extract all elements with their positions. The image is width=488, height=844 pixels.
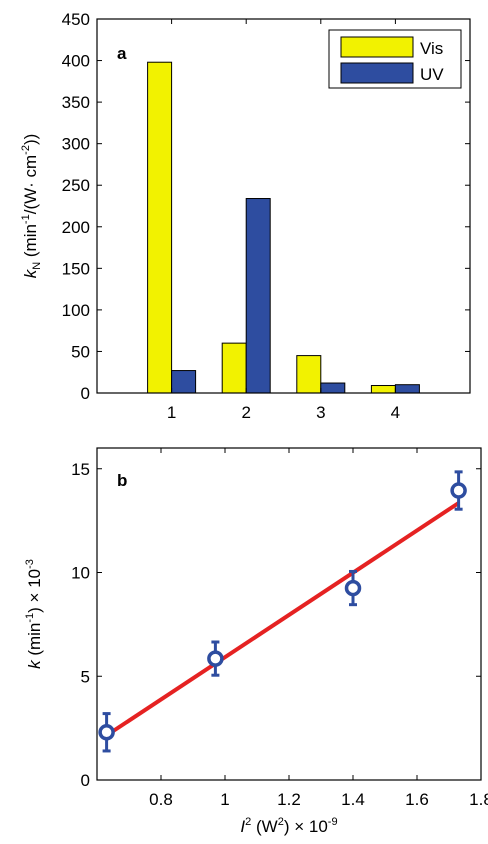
- y-tick-label: 450: [62, 10, 90, 29]
- bar-uv-4: [394, 384, 420, 394]
- y-tick-label: 200: [62, 218, 90, 237]
- x-tick-label: 0.8: [149, 790, 173, 809]
- bar-vis-2: [221, 342, 247, 394]
- y-tick-label: 400: [62, 52, 90, 71]
- fit-line: [105, 501, 460, 738]
- bar-vis-4: [370, 385, 396, 394]
- chart-a: 0 50 100 150 200 250 300 350 400 450 1 2 3 4 a kN (m…: [20, 10, 471, 422]
- y-tick-label: 0: [81, 384, 90, 403]
- y-tick-label: 50: [71, 342, 90, 361]
- chart-b-x-label: I2 (W2) × 10-9: [240, 816, 337, 836]
- x-tick-label: 3: [316, 403, 325, 422]
- chart-b-panel-label: b: [117, 471, 127, 490]
- legend-label-vis: Vis: [420, 39, 443, 58]
- chart-a-bars: [147, 61, 420, 394]
- y-tick-label: 300: [62, 135, 90, 154]
- x-tick-label: 1.2: [277, 790, 301, 809]
- bar-uv-2: [245, 198, 271, 394]
- bar-vis-3: [296, 355, 322, 394]
- chart-a-panel-label: a: [117, 44, 127, 63]
- chart-a-legend: Vis UV: [328, 29, 462, 89]
- y-tick-label: 0: [81, 771, 90, 790]
- chart-b-y-label: k (min-1) × 10-3: [24, 559, 44, 669]
- x-tick-label: 1: [167, 403, 176, 422]
- chart-b-points: [98, 470, 467, 753]
- legend-swatch-uv: [340, 62, 414, 84]
- y-tick-label: 150: [62, 259, 90, 278]
- x-tick-label: 1.6: [405, 790, 429, 809]
- chart-b-x-ticks: 0.8 1 1.2 1.4 1.6 1.8: [149, 448, 488, 809]
- chart-b-y-ticks: 0 5 10 15: [71, 460, 481, 790]
- data-point: [344, 579, 362, 597]
- bar-vis-1: [147, 61, 173, 394]
- data-point: [450, 482, 467, 499]
- chart-a-y-label: kN (min-1/(W· cm-2)): [20, 134, 43, 279]
- y-tick-label: 10: [71, 564, 90, 583]
- legend-label-uv: UV: [420, 65, 444, 84]
- x-tick-label: 4: [391, 403, 400, 422]
- x-tick-label: 1.8: [469, 790, 488, 809]
- data-point: [98, 724, 115, 741]
- chart-a-frame: [96, 18, 471, 394]
- y-tick-label: 350: [62, 93, 90, 112]
- chart-b: 0 5 10 15 0.8 1 1.2 1.4 1.6 1.8 b k (min-1) × 10…: [24, 447, 488, 836]
- x-tick-label: 1.4: [341, 790, 365, 809]
- x-tick-label: 1: [220, 790, 229, 809]
- x-tick-label: 2: [241, 403, 250, 422]
- y-tick-label: 250: [62, 176, 90, 195]
- y-tick-label: 5: [81, 667, 90, 686]
- bar-uv-1: [171, 370, 197, 394]
- legend-swatch-vis: [340, 36, 414, 58]
- chart-a-x-ticks: 1 2 3 4: [167, 19, 400, 422]
- chart-a-y-ticks: 0 50 100 150 200 250 300 350 400 450: [62, 10, 470, 403]
- y-tick-label: 100: [62, 301, 90, 320]
- data-point: [207, 650, 224, 667]
- chart-b-fit-line: [105, 501, 460, 738]
- bar-uv-3: [320, 382, 346, 394]
- y-tick-label: 15: [71, 460, 90, 479]
